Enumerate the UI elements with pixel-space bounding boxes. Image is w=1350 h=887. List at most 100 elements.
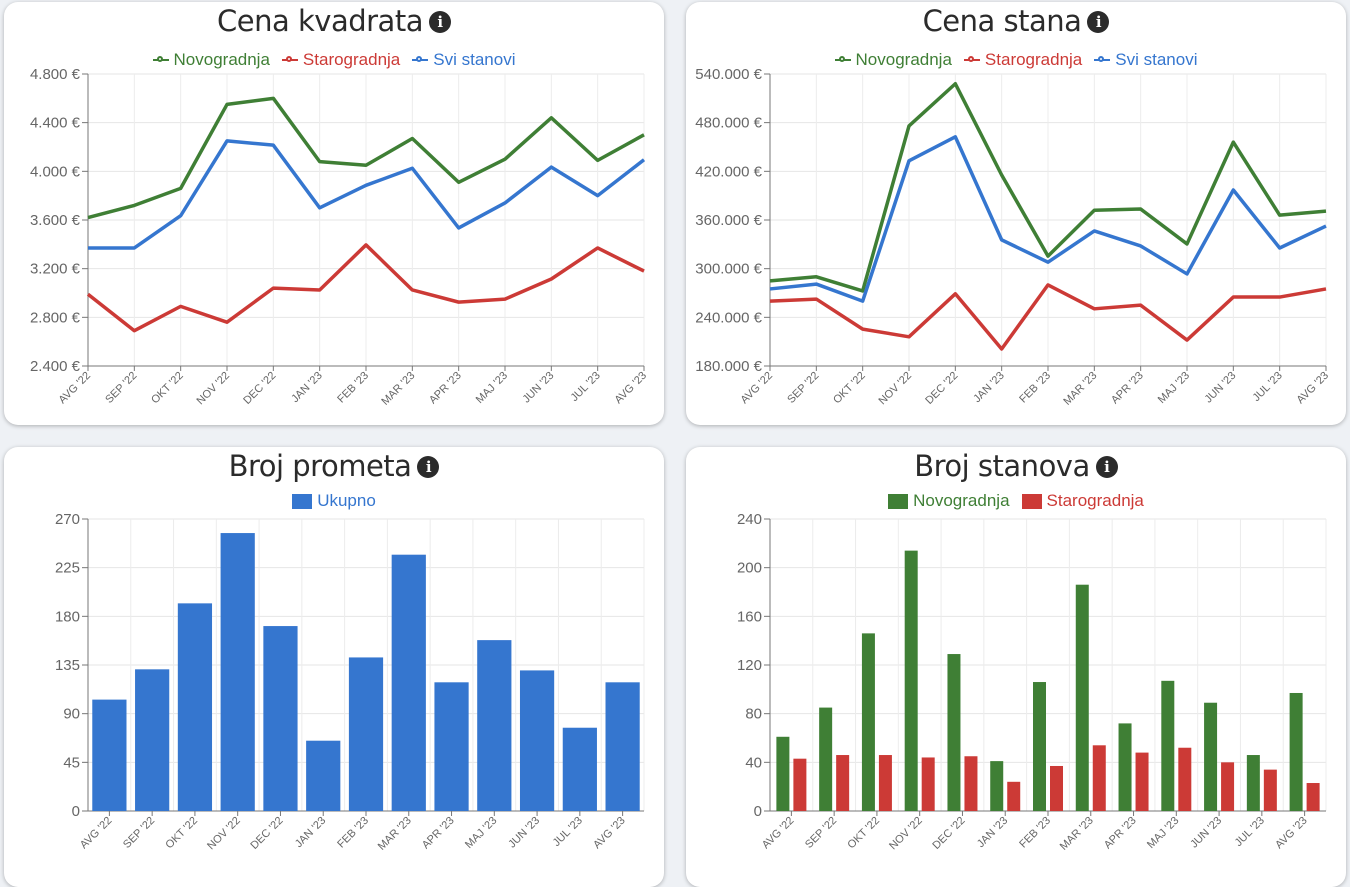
bar-novogradnja[interactable] [1033,682,1046,811]
x-tick-label: APR '23 [420,815,457,852]
x-tick-label: OKT '22 [149,370,186,407]
x-tick-label: NOV '22 [205,815,243,853]
bar-novogradnja[interactable] [1076,585,1089,811]
x-tick-label: DEC '22 [248,815,285,852]
y-tick-label: 4.800 € [30,66,81,83]
x-tick-label: DEC '22 [930,815,967,852]
bar-ukupno[interactable] [434,682,468,811]
x-tick-label: AVG '22 [738,370,775,407]
bar-starogradnja[interactable] [964,756,977,811]
y-tick-label: 120 [737,657,762,674]
chart-plot: 180.000 €240.000 €300.000 €360.000 €420.… [686,2,1346,425]
y-tick-label: 2.400 € [30,358,81,375]
bar-ukupno[interactable] [92,700,126,811]
bar-ukupno[interactable] [178,603,212,811]
bar-ukupno[interactable] [606,682,640,811]
x-tick-label: JAN '23 [975,815,1010,850]
bar-ukupno[interactable] [306,741,340,811]
x-tick-label: OKT '22 [163,815,200,852]
x-tick-label: JUL '23 [568,370,602,404]
bar-starogradnja[interactable] [1178,748,1191,811]
bar-starogradnja[interactable] [793,759,806,811]
x-tick-label: MAJ '23 [1156,370,1192,406]
x-tick-label: AVG '23 [1294,370,1331,407]
x-tick-label: FEB '23 [1017,370,1053,406]
x-tick-label: JUN '23 [506,815,542,851]
y-tick-label: 360.000 € [695,212,762,229]
y-tick-label: 180 [55,608,80,625]
x-tick-label: SEP '22 [103,370,139,406]
y-tick-label: 160 [737,608,762,625]
bar-starogradnja[interactable] [1093,745,1106,811]
bar-ukupno[interactable] [349,657,383,811]
x-tick-label: SEP '22 [121,815,157,851]
bar-starogradnja[interactable] [1136,753,1149,811]
bar-novogradnja[interactable] [1161,681,1174,811]
bar-starogradnja[interactable] [1007,782,1020,811]
bar-novogradnja[interactable] [819,708,832,811]
x-tick-label: JAN '23 [293,815,328,850]
bar-starogradnja[interactable] [1264,770,1277,811]
x-tick-label: MAJ '23 [1145,815,1181,851]
bar-ukupno[interactable] [135,669,169,811]
bar-novogradnja[interactable] [862,633,875,811]
y-tick-label: 45 [63,754,80,771]
x-tick-label: APR '23 [427,370,464,407]
bar-novogradnja[interactable] [1119,723,1132,811]
x-tick-label: APR '23 [1109,370,1146,407]
x-tick-label: FEB '23 [335,370,371,406]
bar-novogradnja[interactable] [990,761,1003,811]
bar-ukupno[interactable] [563,728,597,811]
y-tick-label: 240.000 € [695,309,762,326]
x-tick-label: MAR '23 [1058,815,1096,853]
y-tick-label: 0 [754,803,762,820]
x-tick-label: AVG '23 [591,815,628,852]
y-tick-label: 135 [55,657,80,674]
bar-ukupno[interactable] [477,640,511,811]
bar-novogradnja[interactable] [1247,755,1260,811]
x-tick-label: AVG '23 [1273,815,1310,852]
bar-starogradnja[interactable] [1221,762,1234,811]
bar-novogradnja[interactable] [905,551,918,811]
y-tick-label: 225 [55,560,80,577]
x-tick-label: JUL '23 [1250,370,1284,404]
y-tick-label: 80 [745,706,762,723]
bar-novogradnja[interactable] [1204,703,1217,811]
bar-novogradnja[interactable] [947,654,960,811]
x-tick-label: FEB '23 [1017,815,1053,851]
x-tick-label: MAJ '23 [474,370,510,406]
x-tick-label: SEP '22 [785,370,821,406]
x-tick-label: OKT '22 [831,370,868,407]
bar-novogradnja[interactable] [1290,693,1303,811]
x-tick-label: JAN '23 [289,370,324,405]
chart-plot: 2.400 €2.800 €3.200 €3.600 €4.000 €4.400… [4,2,664,425]
bar-starogradnja[interactable] [922,757,935,811]
x-tick-label: NOV '22 [876,370,914,408]
x-tick-label: SEP '22 [803,815,839,851]
x-tick-label: MAR '23 [379,370,417,408]
y-tick-label: 90 [63,706,80,723]
y-tick-label: 300.000 € [695,261,762,278]
bar-starogradnja[interactable] [836,755,849,811]
bar-novogradnja[interactable] [776,737,789,811]
bar-ukupno[interactable] [221,533,255,811]
x-tick-label: JUN '23 [1203,370,1239,406]
bar-ukupno[interactable] [520,670,554,811]
x-tick-label: OKT '22 [845,815,882,852]
x-tick-label: NOV '22 [194,370,232,408]
bar-starogradnja[interactable] [1050,766,1063,811]
x-tick-label: JUN '23 [1188,815,1224,851]
y-tick-label: 3.200 € [30,261,81,278]
bar-ukupno[interactable] [392,555,426,811]
x-tick-label: DEC '22 [241,370,278,407]
y-tick-label: 200 [737,560,762,577]
bar-ukupno[interactable] [263,626,297,811]
bar-starogradnja[interactable] [1307,783,1320,811]
y-tick-label: 180.000 € [695,358,762,375]
bar-starogradnja[interactable] [879,755,892,811]
x-tick-label: DEC '22 [923,370,960,407]
x-tick-label: AVG '22 [56,370,93,407]
y-tick-label: 4.400 € [30,115,81,132]
